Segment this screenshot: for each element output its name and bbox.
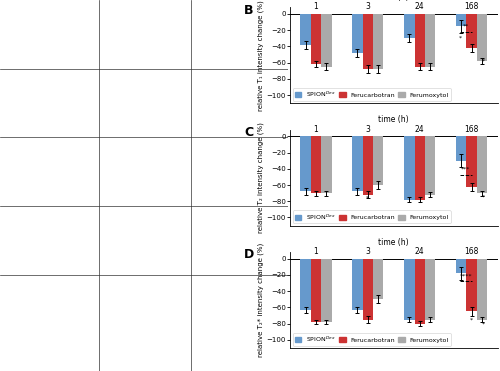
Bar [456, 14, 466, 26]
Text: *: * [470, 317, 473, 322]
Text: Ferumoxytol: Ferumoxytol [214, 6, 261, 14]
Bar [414, 259, 425, 324]
Bar [404, 136, 414, 200]
Bar [477, 259, 487, 319]
Text: B: B [244, 4, 254, 17]
Bar [352, 259, 362, 310]
Bar [477, 136, 487, 193]
Y-axis label: relative T₂* intensity change (%): relative T₂* intensity change (%) [257, 243, 264, 357]
Bar [425, 259, 435, 319]
Y-axis label: relative T₁ intensity change (%): relative T₁ intensity change (%) [257, 0, 264, 111]
Bar [477, 14, 487, 61]
Text: 24: 24 [415, 3, 424, 12]
Legend: SPION$^{Dex}$, Ferucarbotran, Ferumoxytol: SPION$^{Dex}$, Ferucarbotran, Ferumoxyto… [293, 210, 450, 223]
Text: Start: Start [2, 29, 20, 38]
Bar [300, 136, 311, 191]
Text: 3: 3 [366, 3, 370, 12]
Text: ****: **** [460, 273, 472, 278]
Text: 1: 1 [314, 247, 318, 256]
Bar [425, 14, 435, 67]
Text: A: A [4, 6, 14, 19]
Text: 24: 24 [415, 125, 424, 134]
Text: 24: 24 [415, 247, 424, 256]
Text: Ferucarbotran: Ferucarbotran [120, 6, 174, 14]
Text: 168: 168 [464, 247, 479, 256]
Text: time (h): time (h) [378, 237, 409, 247]
Legend: SPION$^{Dex}$, Ferucarbotran, Ferumoxytol: SPION$^{Dex}$, Ferucarbotran, Ferumoxyto… [293, 333, 450, 346]
Bar [466, 259, 477, 312]
Bar [404, 14, 414, 38]
Bar [352, 136, 362, 191]
Bar [311, 259, 321, 322]
Text: 3 h: 3 h [2, 166, 14, 175]
Text: 1: 1 [314, 125, 318, 134]
Bar [362, 259, 373, 319]
Legend: SPION$^{Dex}$, Ferucarbotran, Ferumoxytol: SPION$^{Dex}$, Ferucarbotran, Ferumoxyto… [293, 88, 450, 101]
Bar [300, 259, 311, 310]
Bar [311, 14, 321, 64]
Y-axis label: relative T₂ intensity change (%): relative T₂ intensity change (%) [257, 122, 264, 233]
Bar [311, 136, 321, 193]
Bar [425, 136, 435, 195]
Text: time (h): time (h) [378, 115, 409, 124]
Text: 168 h: 168 h [2, 305, 23, 314]
Bar [466, 136, 477, 187]
Bar [456, 136, 466, 161]
Bar [373, 136, 384, 185]
Text: ***: *** [461, 167, 470, 172]
Text: time (h): time (h) [378, 0, 409, 2]
Bar [362, 14, 373, 69]
Bar [321, 14, 332, 67]
Text: *: * [482, 195, 484, 200]
Text: *: * [458, 36, 462, 41]
Text: *: * [482, 59, 484, 63]
Bar [456, 259, 466, 273]
Text: 3: 3 [366, 247, 370, 256]
Text: D: D [244, 249, 254, 262]
Bar [414, 14, 425, 67]
Text: 1: 1 [314, 3, 318, 12]
Text: C: C [244, 126, 254, 139]
Text: **: ** [462, 23, 469, 29]
Bar [352, 14, 362, 53]
Text: 3: 3 [366, 125, 370, 134]
Bar [466, 14, 477, 48]
Bar [321, 259, 332, 322]
Bar [362, 136, 373, 195]
Text: 168: 168 [464, 125, 479, 134]
Text: 1 h: 1 h [2, 98, 14, 106]
Text: 1 cm: 1 cm [56, 49, 71, 54]
Text: *: * [366, 196, 370, 201]
Text: SPION$^{Dex}$: SPION$^{Dex}$ [38, 6, 74, 18]
Bar [414, 136, 425, 200]
Bar [404, 259, 414, 319]
Text: *: * [482, 322, 484, 327]
Text: 24 h: 24 h [2, 235, 18, 244]
Bar [373, 14, 384, 69]
Bar [300, 14, 311, 45]
Bar [321, 136, 332, 193]
Text: 168: 168 [464, 3, 479, 12]
Bar [373, 259, 384, 299]
